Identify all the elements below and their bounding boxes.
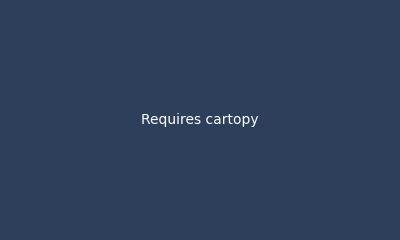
Text: Requires cartopy: Requires cartopy <box>141 113 259 127</box>
